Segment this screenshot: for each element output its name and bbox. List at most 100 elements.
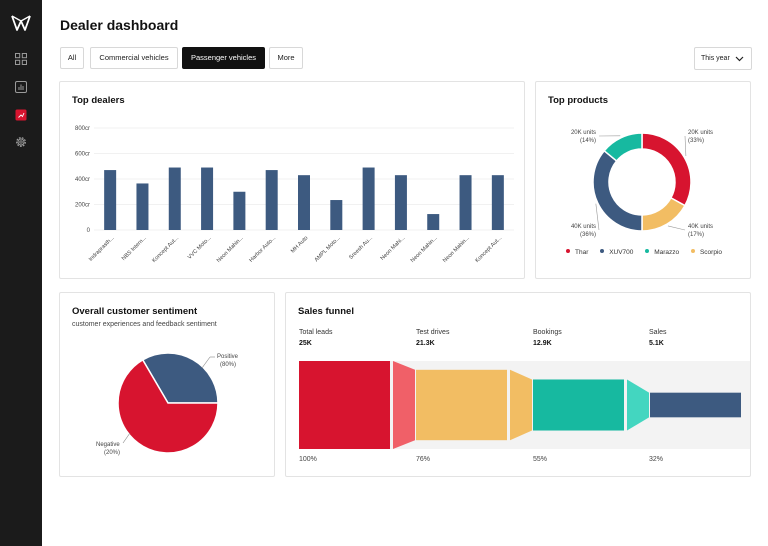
funnel-connector bbox=[510, 369, 532, 441]
y-tick-label: 200cr bbox=[75, 203, 90, 209]
callout-line bbox=[684, 135, 687, 157]
x-tick-label: Koncept Aut... bbox=[474, 235, 503, 264]
tab-passenger-vehicles[interactable]: Passenger vehicles bbox=[182, 47, 265, 69]
y-tick-label: 0 bbox=[87, 228, 91, 234]
x-tick-label: Neon Mahin... bbox=[442, 235, 471, 264]
tab-commercial-vehicles[interactable]: Commercial vehicles bbox=[90, 47, 178, 69]
top-dealers-card: Top dealers 0 200cr 400cr 600cr 800cr Indrapr… bbox=[59, 81, 525, 279]
bar bbox=[459, 175, 472, 230]
sales-funnel-chart bbox=[299, 361, 750, 449]
page-title: Dealer dashboard bbox=[60, 17, 179, 33]
bar-chart-icon[interactable] bbox=[14, 80, 28, 94]
donut-slice bbox=[592, 149, 643, 232]
funnel-stage-pct: 76% bbox=[416, 456, 431, 463]
top-dealers-chart: 0 200cr 400cr 600cr 800cr Indraprasth... NBS I… bbox=[75, 126, 514, 264]
sentiment-title: Overall customer sentiment bbox=[72, 306, 198, 317]
funnel-stage-label: Test drives bbox=[416, 329, 450, 336]
bar bbox=[136, 183, 149, 230]
funnel-bar bbox=[416, 369, 507, 441]
x-tick-label: MH Auto bbox=[290, 235, 309, 254]
x-tick-label: VVC Moto... bbox=[187, 235, 213, 261]
funnel-stage-value: 5.1K bbox=[649, 340, 664, 347]
sentiment-subtitle: customer experiences and feedback sentim… bbox=[72, 321, 217, 328]
x-tick-label: AMPL Moto... bbox=[314, 235, 342, 263]
bar bbox=[330, 200, 343, 230]
donut-slice bbox=[641, 196, 686, 232]
funnel-bar bbox=[299, 361, 390, 449]
sidebar bbox=[0, 0, 42, 546]
slice-annotation: (20%) bbox=[104, 450, 120, 456]
main-content: Dealer dashboard All Commercial vehicles… bbox=[42, 0, 768, 546]
funnel-stage-pct: 32% bbox=[649, 456, 664, 463]
sales-funnel-title: Sales funnel bbox=[298, 306, 354, 317]
period-select[interactable]: This year bbox=[694, 47, 752, 70]
legend-label: Scorpio bbox=[699, 249, 723, 256]
top-products-legend: Thar XUV700 Marazzo Scorpio bbox=[566, 249, 732, 256]
legend-dot bbox=[566, 249, 570, 253]
funnel-stage-value: 21.3K bbox=[416, 340, 435, 347]
funnel-connector bbox=[393, 361, 415, 449]
bar bbox=[104, 170, 117, 230]
slice-annotation: (14%) bbox=[580, 138, 596, 144]
slice-annotation: Negative bbox=[96, 442, 120, 448]
top-products-card: Top products 20K units (33%) 40K units (17%… bbox=[535, 81, 751, 279]
funnel-stage-label: Bookings bbox=[533, 329, 562, 336]
sentiment-card: Overall customer sentiment customer expe… bbox=[59, 292, 275, 477]
bar bbox=[427, 214, 440, 230]
bar bbox=[168, 167, 181, 230]
top-products-title: Top products bbox=[548, 95, 608, 106]
bar bbox=[265, 170, 278, 230]
legend-dot bbox=[600, 249, 605, 253]
top-dealers-title: Top dealers bbox=[72, 95, 125, 106]
x-tick-label: Neon Mahin... bbox=[216, 235, 245, 264]
funnel-stage-pct: 55% bbox=[533, 456, 548, 463]
logo-mark[interactable] bbox=[11, 14, 31, 32]
y-tick-label: 400cr bbox=[75, 177, 90, 183]
x-tick-label: Neon Mahin... bbox=[410, 235, 439, 264]
funnel-stage-value: 12.9K bbox=[533, 340, 552, 347]
top-products-chart: 20K units (33%) 40K units (17%) 40K units (36… bbox=[571, 130, 713, 238]
slice-annotation: 40K units bbox=[688, 224, 713, 230]
period-select-value: This year bbox=[701, 55, 730, 62]
slice-annotation: (36%) bbox=[580, 232, 596, 238]
funnel-stage-total-leads: Total leads 25K bbox=[299, 329, 332, 347]
funnel-bar bbox=[650, 392, 741, 418]
legend-item: XUV700 bbox=[600, 249, 633, 256]
legend-item: Thar bbox=[566, 249, 588, 256]
slice-annotation: Positive bbox=[217, 354, 239, 360]
tab-all[interactable]: All bbox=[60, 47, 84, 69]
funnel-stage-pct: 100% bbox=[299, 456, 317, 463]
donut-slice bbox=[603, 132, 643, 163]
x-tick-label: Neon Mahi... bbox=[380, 235, 407, 262]
slice-annotation: (80%) bbox=[220, 362, 236, 368]
funnel-stage-label: Sales bbox=[649, 329, 667, 336]
x-tick-label: Koncept Aut... bbox=[151, 235, 180, 264]
chevron-down-icon bbox=[735, 56, 744, 62]
x-tick-label: Harbor Auto... bbox=[248, 235, 277, 264]
funnel-stage-value: 25K bbox=[299, 340, 312, 347]
slice-annotation: 20K units bbox=[571, 130, 596, 136]
slice-annotation: 40K units bbox=[571, 224, 596, 230]
callout-line bbox=[595, 203, 600, 231]
bar bbox=[201, 167, 214, 230]
x-tick-label: Indraprasth... bbox=[88, 235, 116, 263]
donut-slice bbox=[641, 132, 692, 207]
bar bbox=[298, 175, 310, 230]
legend-dot bbox=[690, 249, 695, 253]
tab-more[interactable]: More bbox=[269, 47, 303, 69]
funnel-stage-label: Total leads bbox=[299, 329, 333, 336]
funnel-connector bbox=[627, 379, 649, 431]
slice-annotation: (33%) bbox=[688, 138, 704, 144]
slice-annotation: 20K units bbox=[688, 130, 713, 136]
grid-icon[interactable] bbox=[14, 52, 28, 66]
slice-annotation: (17%) bbox=[688, 232, 704, 238]
legend-label: Marazzo bbox=[654, 249, 680, 256]
y-tick-label: 800cr bbox=[75, 126, 90, 132]
gear-icon[interactable] bbox=[14, 135, 28, 149]
sentiment-chart: Positive (80%) Negative (20%) bbox=[96, 352, 239, 456]
funnel-stage-sales: Sales 5.1K bbox=[649, 329, 667, 347]
callout-line bbox=[122, 432, 131, 444]
report-icon[interactable] bbox=[14, 108, 28, 122]
callout-line bbox=[201, 356, 211, 369]
bar bbox=[233, 191, 246, 230]
